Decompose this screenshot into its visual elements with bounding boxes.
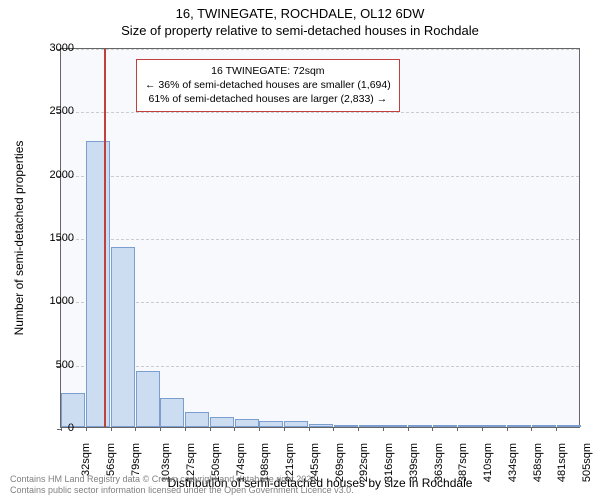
histogram-bar (136, 371, 160, 427)
histogram-bar (433, 425, 457, 427)
gridline (61, 366, 579, 367)
x-tick (457, 427, 458, 431)
histogram-bar (408, 425, 432, 427)
histogram-bar (185, 412, 209, 427)
x-tick (259, 427, 260, 431)
x-tick-label: 79sqm (130, 443, 142, 476)
x-tick (482, 427, 483, 431)
gridline (61, 239, 579, 240)
property-marker-line (104, 49, 106, 427)
plot-outer: 32sqm56sqm79sqm103sqm127sqm150sqm174sqm1… (60, 48, 580, 428)
x-tick (383, 427, 384, 431)
histogram-bar (557, 425, 581, 427)
footer-line1: Contains HM Land Registry data © Crown c… (10, 474, 354, 485)
annotation-box: 16 TWINEGATE: 72sqm← 36% of semi-detache… (136, 59, 400, 112)
footer-attribution: Contains HM Land Registry data © Crown c… (10, 474, 354, 497)
y-tick-label: 2000 (34, 169, 74, 181)
histogram-bar (160, 398, 184, 427)
x-tick (185, 427, 186, 431)
plot-area: 32sqm56sqm79sqm103sqm127sqm150sqm174sqm1… (60, 48, 580, 428)
histogram-bar (259, 421, 283, 427)
x-tick (333, 427, 334, 431)
histogram-bar (359, 425, 383, 427)
histogram-bar (210, 417, 234, 427)
x-tick (432, 427, 433, 431)
histogram-bar (532, 425, 556, 427)
x-tick (210, 427, 211, 431)
annotation-line: 16 TWINEGATE: 72sqm (145, 64, 391, 78)
y-tick-label: 3000 (34, 42, 74, 54)
chart-title-line2: Size of property relative to semi-detach… (0, 21, 600, 38)
histogram-bar (383, 425, 407, 427)
chart-container: { "chart": { "type": "histogram", "title… (0, 0, 600, 500)
y-tick-label: 2500 (34, 105, 74, 117)
x-tick (309, 427, 310, 431)
y-tick-label: 1000 (34, 295, 74, 307)
histogram-bar (482, 425, 506, 427)
x-tick (135, 427, 136, 431)
x-tick-label: 56sqm (105, 443, 117, 476)
histogram-bar (334, 425, 358, 427)
x-tick (234, 427, 235, 431)
histogram-bar (111, 247, 135, 427)
histogram-bar (235, 419, 259, 427)
x-tick (531, 427, 532, 431)
gridline (61, 49, 579, 50)
gridline (61, 302, 579, 303)
x-tick (86, 427, 87, 431)
histogram-bar (309, 424, 333, 427)
y-tick-label: 0 (34, 422, 74, 434)
footer-line2: Contains public sector information licen… (10, 485, 354, 496)
annotation-line: ← 36% of semi-detached houses are smalle… (145, 78, 391, 92)
x-tick (507, 427, 508, 431)
y-axis-label: Number of semi-detached properties (12, 48, 28, 428)
y-tick-label: 1500 (34, 232, 74, 244)
x-tick (284, 427, 285, 431)
x-tick (556, 427, 557, 431)
x-tick (160, 427, 161, 431)
x-tick (358, 427, 359, 431)
histogram-bar (86, 141, 110, 427)
x-tick (408, 427, 409, 431)
histogram-bar (284, 421, 308, 427)
histogram-bar (507, 425, 531, 427)
annotation-line: 61% of semi-detached houses are larger (… (145, 92, 391, 106)
y-tick-label: 500 (34, 359, 74, 371)
chart-title-line1: 16, TWINEGATE, ROCHDALE, OL12 6DW (0, 0, 600, 21)
x-tick-label: 505sqm (581, 443, 593, 482)
gridline (61, 176, 579, 177)
x-tick-label: 32sqm (80, 443, 92, 476)
histogram-bar (458, 425, 482, 427)
x-tick (111, 427, 112, 431)
gridline (61, 112, 579, 113)
